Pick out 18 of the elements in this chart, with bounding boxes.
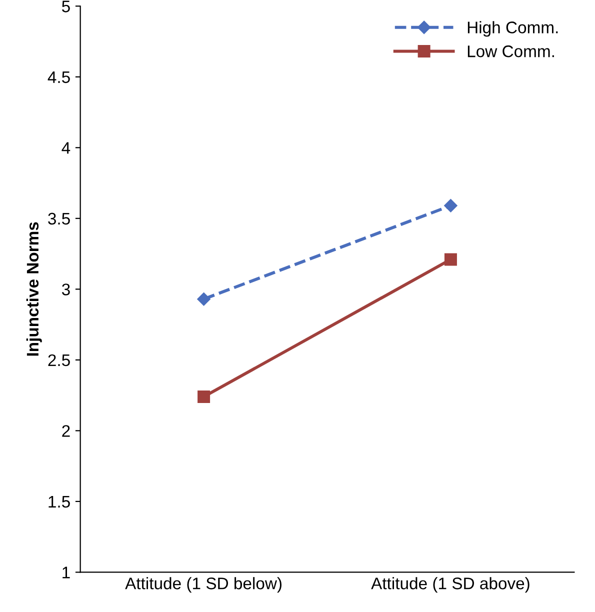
point <box>444 199 458 212</box>
y-tick-label: 3 <box>62 284 70 296</box>
y-tick-label: 4.5 <box>48 71 70 84</box>
y-tick-label: 3.5 <box>48 212 70 225</box>
y-tick-label: 2.5 <box>48 354 70 366</box>
y-axis-title: Injunctive Norms <box>26 222 42 356</box>
legend-label: Low Comm. <box>468 45 554 58</box>
y-tick-label: 1 <box>62 566 70 578</box>
point <box>197 292 210 306</box>
y-tick-label: 1.5 <box>48 496 70 508</box>
y-tick-label: 4 <box>62 142 70 154</box>
y-tick-label: 5 <box>62 0 70 12</box>
x-tick-label: Attitude (1 SD below) <box>125 577 282 593</box>
x-tick-label: Attitude (1 SD above) <box>371 577 530 593</box>
point <box>198 390 210 403</box>
legend-label: High Comm. <box>468 21 558 37</box>
point <box>444 253 457 266</box>
y-tick-label: 2 <box>62 425 70 437</box>
